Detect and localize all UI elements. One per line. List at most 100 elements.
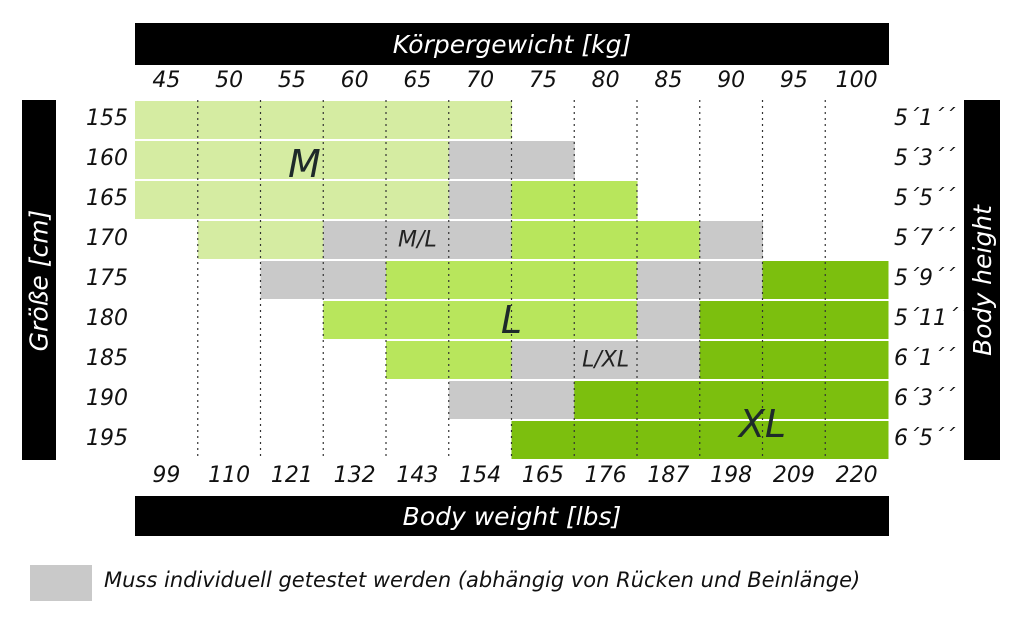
cell-l-r4-c7: [574, 261, 638, 299]
cell-mt-r7-c5: [448, 381, 512, 419]
left-tick-8: 195: [86, 426, 128, 451]
cell-xl-r8-c11: [825, 421, 889, 459]
top-tick-1: 50: [215, 68, 244, 93]
cell-l-r6-c4: [386, 341, 450, 379]
bottom-tick-5: 154: [459, 463, 502, 488]
cell-mt-r6-c6: [511, 341, 575, 379]
bottom-tick-7: 176: [584, 463, 627, 488]
cell-l-r6-c5: [448, 341, 512, 379]
cell-m-r0-c2: [260, 101, 324, 139]
region-label-1: M/L: [398, 228, 437, 253]
left-tick-1: 160: [86, 146, 128, 171]
bottom-tick-4: 143: [396, 463, 439, 488]
cell-m-r2-c4: [386, 181, 450, 219]
region-label-2: L: [501, 298, 522, 342]
cell-l-r4-c5: [448, 261, 512, 299]
cell-xl-r8-c9: [699, 421, 763, 459]
cell-m-r3-c1: [197, 221, 261, 259]
cell-xl-r7-c8: [637, 381, 701, 419]
bottom-tick-1: 110: [208, 463, 251, 488]
cell-mt-r4-c9: [699, 261, 763, 299]
cell-xl-r8-c7: [574, 421, 638, 459]
cell-xl-r5-c10: [762, 301, 826, 339]
cell-l-r2-c7: [574, 181, 638, 219]
cell-mt-r1-c6: [511, 141, 575, 179]
left-axis-title: Größe [cm]: [22, 100, 56, 460]
cell-m-r1-c2: [260, 141, 324, 179]
bottom-tick-3: 132: [333, 463, 376, 488]
bottom-axis-title: Body weight [lbs]: [135, 496, 889, 536]
right-tick-6: 6´1´´: [894, 346, 955, 371]
cell-m-r0-c5: [448, 101, 512, 139]
region-label-0: M: [288, 142, 321, 186]
cell-mt-r3-c9: [699, 221, 763, 259]
bottom-tick-8: 187: [647, 463, 690, 488]
right-tick-2: 5´5´´: [894, 186, 955, 211]
cell-mt-r5-c8: [637, 301, 701, 339]
bottom-tick-9: 198: [710, 463, 753, 488]
region-label-3: L/XL: [582, 348, 629, 373]
top-tick-5: 70: [466, 68, 495, 93]
cell-m-r0-c3: [323, 101, 387, 139]
legend-swatch: [30, 565, 92, 601]
left-tick-7: 190: [86, 386, 128, 411]
bottom-tick-2: 121: [270, 463, 313, 488]
cell-l-r3-c6: [511, 221, 575, 259]
cell-l-r3-c8: [637, 221, 701, 259]
cell-xl-r8-c10: [762, 421, 826, 459]
cell-mt-r4-c3: [323, 261, 387, 299]
cell-mt-r6-c8: [637, 341, 701, 379]
cell-mt-r2-c5: [448, 181, 512, 219]
left-tick-5: 180: [86, 306, 128, 331]
cell-l-r5-c3: [323, 301, 387, 339]
bottom-tick-0: 99: [152, 463, 181, 488]
right-tick-8: 6´5´´: [894, 426, 955, 451]
left-tick-4: 175: [86, 266, 128, 291]
cell-l-r5-c6: [511, 301, 575, 339]
bottom-tick-6: 165: [521, 463, 564, 488]
cell-xl-r7-c7: [574, 381, 638, 419]
cell-xl-r7-c11: [825, 381, 889, 419]
cell-l-r5-c4: [386, 301, 450, 339]
cell-m-r1-c1: [197, 141, 261, 179]
bottom-axis-title-text: Body weight [lbs]: [402, 501, 622, 531]
cell-xl-r8-c6: [511, 421, 575, 459]
cell-mt-r3-c5: [448, 221, 512, 259]
top-axis-title-text: Körpergewicht [kg]: [392, 29, 632, 59]
cell-m-r2-c2: [260, 181, 324, 219]
right-tick-5: 5´11´´: [894, 306, 969, 331]
cell-l-r5-c7: [574, 301, 638, 339]
bottom-tick-10: 209: [772, 463, 815, 488]
bottom-tick-11: 220: [835, 463, 878, 488]
cell-mt-r6-c7: [574, 341, 638, 379]
legend-text: Muss individuell getestet werden (abhäng…: [104, 568, 861, 592]
right-tick-3: 5´7´´: [894, 226, 955, 251]
cell-l-r3-c7: [574, 221, 638, 259]
cell-xl-r5-c11: [825, 301, 889, 339]
cell-m-r0-c0: [135, 101, 199, 139]
cell-l-r5-c5: [448, 301, 512, 339]
cell-mt-r7-c6: [511, 381, 575, 419]
cell-m-r2-c0: [135, 181, 199, 219]
cell-xl-r7-c10: [762, 381, 826, 419]
cell-mt-r4-c2: [260, 261, 324, 299]
top-tick-8: 85: [654, 68, 683, 93]
cell-m-r2-c1: [197, 181, 261, 219]
cell-xl-r5-c9: [699, 301, 763, 339]
right-axis-title: Body height: [964, 100, 1000, 460]
cell-m-r0-c1: [197, 101, 261, 139]
cell-xl-r6-c10: [762, 341, 826, 379]
top-tick-3: 60: [340, 68, 369, 93]
top-tick-2: 55: [277, 68, 306, 93]
top-tick-11: 100: [835, 68, 878, 93]
left-tick-0: 155: [86, 106, 128, 131]
region-label-4: XL: [737, 402, 786, 446]
top-tick-7: 80: [591, 68, 620, 93]
left-tick-3: 170: [86, 226, 128, 251]
top-tick-9: 90: [717, 68, 746, 93]
top-tick-10: 95: [779, 68, 808, 93]
cell-xl-r6-c11: [825, 341, 889, 379]
cell-l-r2-c6: [511, 181, 575, 219]
left-tick-6: 185: [86, 346, 128, 371]
cell-m-r2-c3: [323, 181, 387, 219]
